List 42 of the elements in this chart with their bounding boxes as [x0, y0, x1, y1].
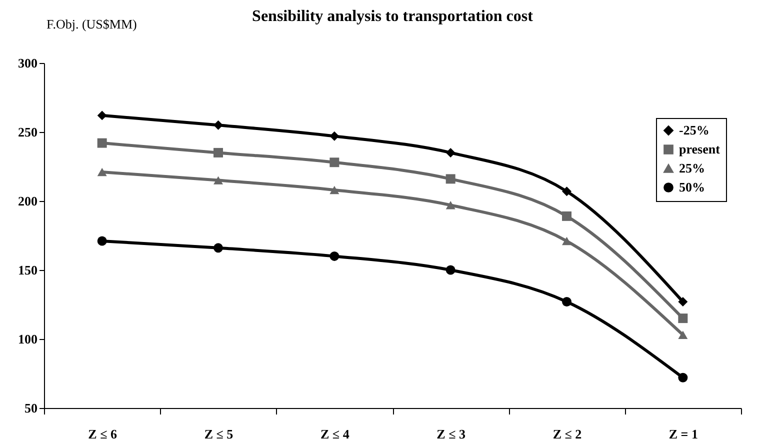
- point: [446, 148, 456, 158]
- legend-label: 50%: [679, 180, 705, 194]
- x-tick-label: Z ≤ 3: [436, 426, 466, 442]
- y-tick-label: 250: [18, 124, 38, 140]
- y-tick-label: 200: [18, 194, 38, 208]
- point: [562, 211, 572, 221]
- point: [214, 120, 223, 130]
- point: [562, 186, 572, 196]
- point: [330, 131, 340, 141]
- point: [214, 243, 223, 253]
- point: [330, 251, 340, 261]
- point: [214, 148, 223, 158]
- point: [678, 330, 688, 339]
- x-tick-label: Z ≤ 2: [552, 426, 582, 442]
- y-tick-label: 300: [18, 56, 38, 70]
- point: [330, 158, 340, 168]
- point: [330, 186, 340, 194]
- point: [446, 201, 456, 210]
- point: [678, 314, 688, 324]
- point: [446, 265, 456, 275]
- legend-label: 25%: [679, 160, 705, 176]
- point: [97, 236, 107, 246]
- legend-label: present: [679, 142, 721, 156]
- y-tick-label: 50: [24, 400, 38, 416]
- point: [678, 372, 688, 382]
- point: [97, 168, 107, 176]
- y-axis-title: F.Obj. (US$MM): [46, 16, 137, 32]
- chart-title: Sensibility analysis to transportation cost: [252, 8, 534, 25]
- x-tick-label: Z ≤ 6: [88, 426, 118, 442]
- y-tick-label: 100: [18, 332, 38, 346]
- x-tick-label: Z = 1: [668, 426, 698, 442]
- point: [97, 110, 107, 120]
- x-tick-label: Z ≤ 5: [204, 426, 234, 442]
- point: [97, 138, 107, 148]
- legend-label: -25%: [679, 122, 710, 138]
- point: [446, 174, 456, 184]
- point: [562, 236, 572, 246]
- x-tick-label: Z ≤ 4: [320, 426, 350, 442]
- point: [214, 176, 223, 184]
- point: [562, 297, 572, 306]
- y-tick-label: 150: [18, 262, 38, 278]
- point: [678, 296, 688, 306]
